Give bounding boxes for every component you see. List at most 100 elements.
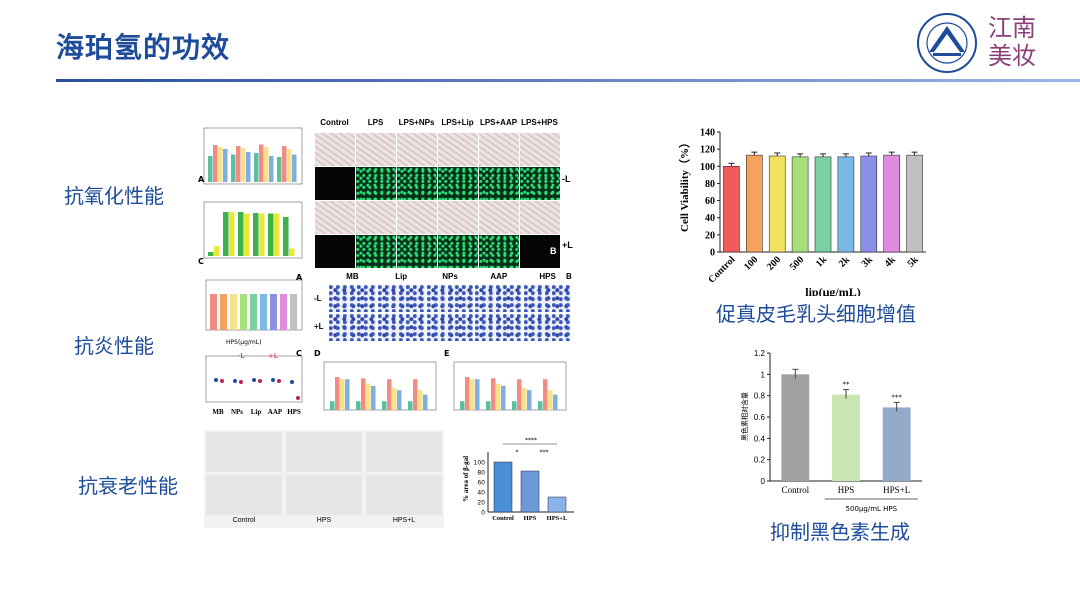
beta-gal-image <box>366 432 442 472</box>
row-label-plus-l: +L <box>562 240 573 250</box>
bar-Control <box>723 165 740 253</box>
section-anti-aging: 抗衰老性能 <box>78 474 178 498</box>
panel-c-label: C <box>198 257 204 266</box>
y-tick-label: 100 <box>700 162 715 173</box>
bar-100 <box>746 154 763 253</box>
title-divider <box>56 79 1080 82</box>
inflam-column-MB: MB <box>346 272 359 281</box>
inflam-column-Lip: Lip <box>395 272 408 281</box>
antiox-c-bar <box>274 213 280 256</box>
brand-line-2: 美妆 <box>988 42 1036 70</box>
fluorescence-image <box>396 166 437 200</box>
inflam-c-dot-minus <box>271 378 275 382</box>
brightfield-image <box>396 200 437 234</box>
y-tick-label: 60 <box>477 480 485 487</box>
inflam-de-bar <box>527 390 532 410</box>
cell-viability-caption: 促真皮毛乳头细胞增值 <box>716 302 916 326</box>
inflam-de-bar <box>408 401 413 410</box>
y-tick-label: 0.2 <box>754 456 766 465</box>
crystal-violet-image <box>426 285 474 312</box>
inflam-a-bar <box>210 294 217 330</box>
inflam-panel-de: D E <box>314 349 567 411</box>
inflam-de-bar <box>340 379 345 410</box>
bar-HPS+L <box>882 407 911 481</box>
antiox-a-bar <box>282 146 287 182</box>
inflam-c-dot-minus <box>214 378 218 382</box>
y-tick-label: 60 <box>705 196 715 207</box>
inflam-panel-b-label: B <box>566 272 572 281</box>
inflam-panel-a-label: A <box>296 273 303 282</box>
significance-mark: *** <box>540 449 549 456</box>
antiox-a-bar <box>287 149 292 182</box>
anti-inflammatory-figure: A HPS(μg/mL) C -L +L MB NPs Lip AAP HPS MB Li… <box>196 272 580 422</box>
fluorescence-image <box>314 166 355 200</box>
inflam-c-dot-minus <box>233 379 237 383</box>
y-axis-label: % area of β-gal <box>462 456 470 502</box>
antiox-c-bar <box>283 217 289 256</box>
inflam-de-bar <box>475 379 480 410</box>
section-anti-inflammatory: 抗炎性能 <box>74 334 154 358</box>
inflam-column-HPS: HPS <box>539 272 556 281</box>
beta-gal-category: HPS <box>524 515 537 522</box>
antiox-a-bar <box>277 157 282 182</box>
significance-mark: * <box>516 449 519 456</box>
inflam-c-dot-plus <box>296 396 300 400</box>
inflam-de-bar <box>361 378 366 410</box>
antiox-a-bar <box>264 147 269 182</box>
inflam-de-bar <box>548 390 553 410</box>
inflam-a-bar <box>230 294 237 330</box>
inflam-c-legend-minus: -L <box>238 352 245 360</box>
inflam-de-bar <box>382 401 387 410</box>
inflam-de-bar <box>486 401 491 410</box>
inflam-de-bar <box>371 385 376 410</box>
y-tick-label: 40 <box>477 490 485 497</box>
brightfield-image <box>519 200 560 234</box>
crystal-violet-image <box>377 314 425 341</box>
inflam-de-bar <box>496 383 501 410</box>
antiox-a-bar <box>241 148 246 182</box>
row-label-minus-l: -L <box>562 174 571 184</box>
x-tick-label: 200 <box>765 254 783 272</box>
antiox-a-bar <box>231 154 236 182</box>
x-tick-label: Control <box>706 254 737 285</box>
antiox-a-bar <box>246 152 251 182</box>
beta-gal-label: HPS <box>316 517 332 524</box>
fluorescence-image <box>437 234 478 268</box>
inflam-c-dot-plus <box>239 380 243 384</box>
y-axis-label: 黑色素相对含量 <box>740 392 749 441</box>
y-tick-label: 80 <box>477 470 485 477</box>
antiox-a-bar <box>213 145 218 182</box>
inflam-column-AAP: AAP <box>490 272 508 281</box>
x-tick-label: 100 <box>742 254 760 272</box>
y-tick-label: 80 <box>705 179 715 190</box>
x-tick-label: HPS <box>838 485 855 495</box>
inflam-c-dot-plus <box>220 379 224 383</box>
group-label: 500μg/mL HPS <box>846 505 898 513</box>
inflam-panel-e-label: E <box>444 349 449 358</box>
beta-gal-category: Control <box>492 515 514 522</box>
inflam-a-bar <box>280 294 287 330</box>
inflam-de-bar <box>512 401 517 410</box>
fluorescence-image <box>519 234 560 268</box>
inflam-de-bar <box>538 401 543 410</box>
antiox-c-bar <box>214 246 220 256</box>
antioxidant-figure: A C Control LPS LPS+NPs LPS+Lip LPS+AAP LPS+H… <box>196 118 580 268</box>
y-axis-label: Cell Viability（%） <box>678 137 691 232</box>
y-tick-label: 0 <box>761 477 766 486</box>
section-antioxidant: 抗氧化性能 <box>64 184 164 208</box>
crystal-violet-image <box>329 314 376 341</box>
beta-gal-staining: Control HPS HPS+L <box>204 430 444 528</box>
brightfield-image <box>355 200 396 234</box>
bar-4k <box>883 154 900 253</box>
bar-1k <box>814 156 832 253</box>
x-tick-label: 5k <box>905 254 921 270</box>
beta-gal-category: HPS+L <box>547 515 568 522</box>
x-tick-label: 1k <box>814 254 830 270</box>
x-tick-label: 3k <box>860 254 876 270</box>
inflam-de-bar <box>522 388 527 410</box>
column-label-LPS+NPs: LPS+NPs <box>398 118 435 127</box>
cell-viability-chart: 0 20 40 60 80 100 120 140 Control 100 200 500 1k 2k 3k… <box>678 128 926 296</box>
inflam-de-bar <box>553 394 558 410</box>
beta-gal-label: HPS+L <box>392 517 416 524</box>
y-tick-label: 0.4 <box>754 434 766 443</box>
